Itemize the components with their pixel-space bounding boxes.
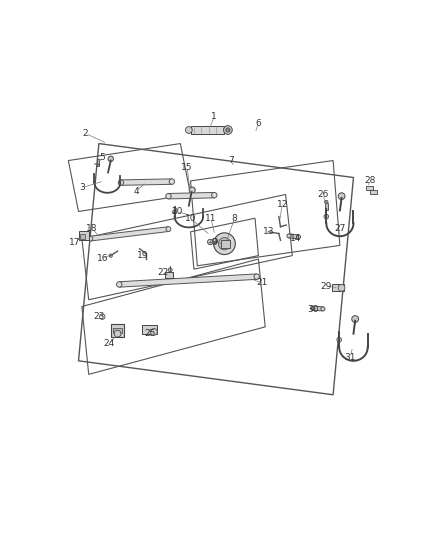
Bar — [221, 240, 230, 248]
Text: 18: 18 — [86, 224, 98, 233]
Polygon shape — [121, 179, 172, 185]
Circle shape — [114, 330, 121, 337]
Text: 1: 1 — [212, 112, 217, 121]
Circle shape — [297, 235, 300, 239]
Text: 30: 30 — [307, 305, 318, 314]
Bar — [165, 272, 173, 278]
Circle shape — [88, 236, 93, 241]
Bar — [80, 234, 85, 239]
Text: 15: 15 — [181, 163, 193, 172]
Bar — [325, 203, 328, 210]
Text: 31: 31 — [344, 353, 356, 362]
Bar — [332, 285, 344, 291]
Text: 3: 3 — [79, 183, 85, 192]
Circle shape — [311, 306, 315, 310]
Circle shape — [108, 156, 113, 161]
Bar — [111, 324, 124, 337]
Text: 4: 4 — [134, 187, 139, 196]
Text: 20: 20 — [171, 207, 183, 216]
Circle shape — [338, 285, 345, 291]
Circle shape — [168, 268, 172, 272]
Circle shape — [325, 200, 328, 204]
Polygon shape — [90, 227, 169, 241]
Text: 11: 11 — [205, 214, 217, 223]
Text: 16: 16 — [96, 254, 108, 263]
Bar — [97, 159, 99, 166]
Circle shape — [214, 233, 235, 255]
Text: 9: 9 — [212, 238, 217, 246]
Circle shape — [337, 337, 342, 342]
Text: 27: 27 — [334, 224, 346, 233]
Text: 10: 10 — [185, 214, 196, 223]
Bar — [142, 325, 157, 334]
Circle shape — [311, 306, 315, 310]
Circle shape — [166, 193, 171, 199]
Text: 8: 8 — [232, 214, 237, 223]
Text: 7: 7 — [228, 156, 234, 165]
Circle shape — [117, 282, 122, 287]
Text: 14: 14 — [290, 234, 301, 243]
Circle shape — [254, 274, 259, 279]
Circle shape — [219, 238, 230, 250]
Text: 21: 21 — [256, 278, 268, 287]
Circle shape — [173, 210, 177, 214]
Text: 28: 28 — [365, 176, 376, 185]
Text: 23: 23 — [93, 312, 105, 321]
Text: 24: 24 — [103, 340, 115, 349]
Polygon shape — [168, 192, 214, 199]
Circle shape — [223, 126, 232, 134]
Circle shape — [338, 193, 345, 199]
Circle shape — [352, 316, 359, 322]
Polygon shape — [119, 274, 257, 287]
Circle shape — [287, 234, 291, 238]
Circle shape — [212, 192, 217, 198]
Bar — [370, 190, 377, 195]
Bar — [78, 231, 88, 240]
Circle shape — [324, 214, 328, 219]
Text: 19: 19 — [137, 251, 149, 260]
Text: 17: 17 — [69, 238, 81, 246]
Bar — [113, 328, 122, 333]
Text: 5: 5 — [99, 152, 105, 161]
Text: 22: 22 — [158, 268, 169, 277]
Circle shape — [212, 238, 218, 244]
Circle shape — [321, 307, 325, 311]
Polygon shape — [313, 306, 323, 311]
Circle shape — [189, 187, 195, 193]
Circle shape — [208, 239, 213, 245]
Circle shape — [166, 227, 171, 231]
Polygon shape — [289, 234, 299, 239]
Circle shape — [151, 328, 157, 335]
Circle shape — [169, 179, 175, 184]
Circle shape — [118, 180, 124, 185]
Text: 26: 26 — [317, 190, 328, 199]
Bar — [191, 126, 224, 134]
Text: 6: 6 — [255, 119, 261, 128]
Circle shape — [109, 254, 113, 257]
Text: 2: 2 — [82, 129, 88, 138]
Text: 13: 13 — [263, 228, 274, 236]
Circle shape — [222, 241, 227, 246]
Text: 29: 29 — [321, 281, 332, 290]
Text: 25: 25 — [144, 329, 155, 338]
Text: 12: 12 — [276, 200, 288, 209]
Bar — [366, 185, 373, 190]
Circle shape — [226, 128, 230, 132]
Circle shape — [185, 127, 192, 133]
